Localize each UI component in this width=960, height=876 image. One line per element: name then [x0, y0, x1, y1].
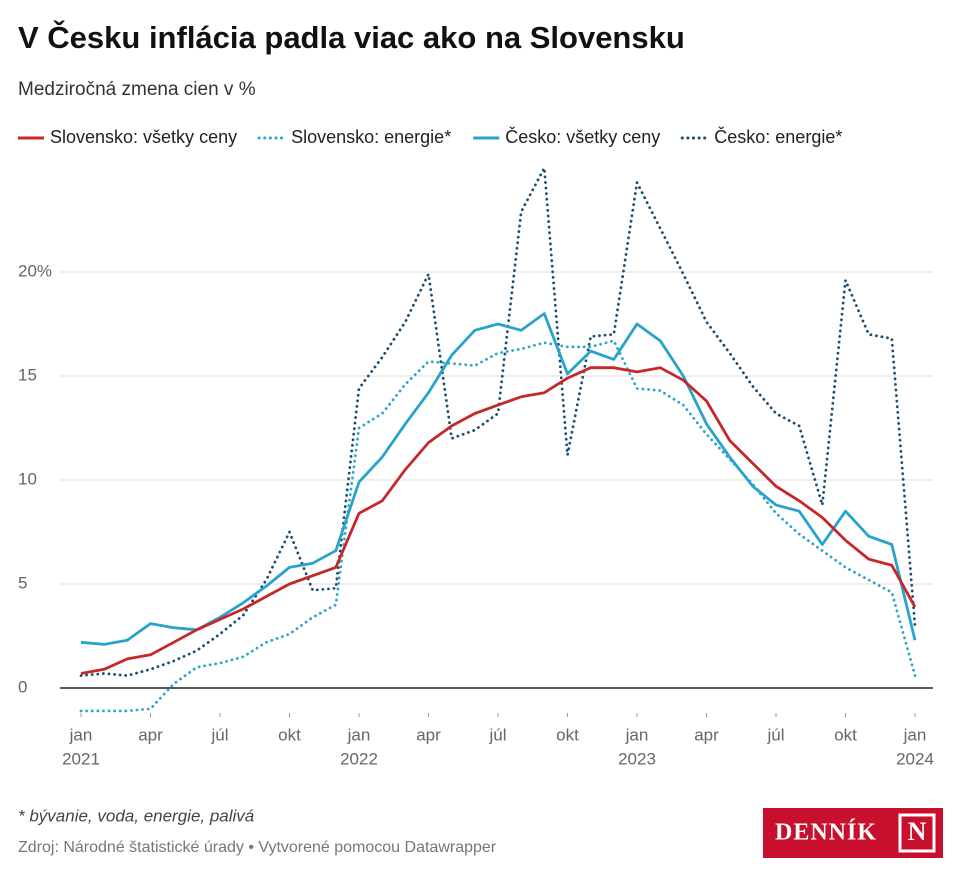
x-tick-label: júl	[210, 725, 228, 744]
x-tick-label: apr	[138, 725, 163, 744]
series-line	[79, 163, 917, 678]
x-tick-label: apr	[416, 725, 441, 744]
legend-item: Slovensko: všetky ceny	[18, 127, 237, 147]
legend-item: Česko: energie*	[680, 126, 842, 147]
series-line	[80, 312, 917, 646]
legend-item: Slovensko: energie*	[257, 127, 451, 147]
footnote: * bývanie, voda, energie, palivá	[18, 806, 254, 825]
legend-label: Česko: energie*	[714, 126, 842, 147]
x-tick-label: apr	[694, 725, 719, 744]
legend-label: Česko: všetky ceny	[505, 126, 660, 147]
y-tick-label: 10	[18, 470, 37, 489]
x-tick-year: 2021	[62, 749, 100, 768]
series-line	[80, 366, 917, 675]
x-tick-label: jan	[625, 725, 649, 744]
legend-label: Slovensko: energie*	[291, 127, 451, 147]
legend-label: Slovensko: všetky ceny	[50, 127, 237, 147]
x-tick-label: júl	[766, 725, 784, 744]
y-tick-label: 5	[18, 574, 27, 593]
logo-box	[898, 813, 936, 853]
y-tick-label: 20%	[18, 261, 52, 280]
source: Zdroj: Národné štatistické úrady • Vytvo…	[18, 839, 497, 856]
chart-subtitle: Medziročná zmena cien v %	[18, 79, 256, 100]
x-tick-label: okt	[556, 725, 579, 744]
x-tick-year: 2023	[618, 749, 656, 768]
logo-mark: N	[908, 817, 927, 846]
x-tick-label: okt	[278, 725, 301, 744]
legend-item: Česko: všetky ceny	[473, 126, 660, 147]
x-tick-year: 2022	[340, 749, 378, 768]
x-tick-year: 2024	[896, 749, 934, 768]
y-tick-label: 15	[18, 365, 37, 384]
logo-text: DENNÍK	[775, 820, 877, 846]
x-tick-label: okt	[834, 725, 857, 744]
logo: DENNÍK N	[763, 808, 943, 858]
y-tick-label: 0	[18, 678, 27, 697]
x-tick-label: jan	[903, 725, 927, 744]
x-tick-label: jan	[347, 725, 371, 744]
chart-title: V Česku inflácia padla viac ako na Slove…	[18, 19, 685, 55]
x-tick-label: júl	[488, 725, 506, 744]
series-line	[79, 339, 917, 713]
x-tick-label: jan	[69, 725, 93, 744]
